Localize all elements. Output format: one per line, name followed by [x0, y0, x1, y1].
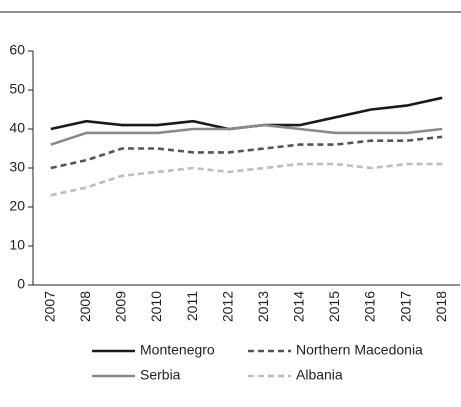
series-line	[50, 123, 443, 146]
y-tick-label: 10	[9, 237, 25, 253]
y-tick-label: 60	[9, 42, 25, 58]
x-tick-label: 2018	[433, 291, 449, 322]
x-tick-label: 2009	[113, 291, 129, 322]
x-tick-label: 2017	[397, 291, 413, 322]
legend-label: Northern Macedonia	[296, 342, 423, 358]
x-tick-label: 2011	[184, 291, 200, 321]
legend-label: Serbia	[140, 367, 181, 383]
y-tick-label: 20	[9, 198, 25, 214]
y-tick-label: 30	[9, 159, 25, 175]
legend-label: Albania	[296, 367, 343, 383]
x-tick-label: 2016	[362, 291, 378, 322]
x-tick-label: 2008	[77, 291, 93, 322]
series-line	[50, 135, 443, 170]
x-tick-label: 2010	[148, 291, 164, 322]
legend-label: Montenegro	[140, 342, 215, 358]
x-tick-label: 2007	[41, 291, 57, 322]
y-tick-label: 0	[17, 276, 25, 292]
x-tick-label: 2012	[219, 291, 235, 322]
series-line	[50, 96, 443, 131]
y-tick-label: 40	[9, 120, 25, 136]
x-tick-label: 2014	[291, 291, 307, 322]
y-tick-label: 50	[9, 81, 25, 97]
x-tick-label: 2013	[255, 291, 271, 322]
series-line	[50, 162, 443, 197]
x-tick-label: 2015	[326, 291, 342, 322]
